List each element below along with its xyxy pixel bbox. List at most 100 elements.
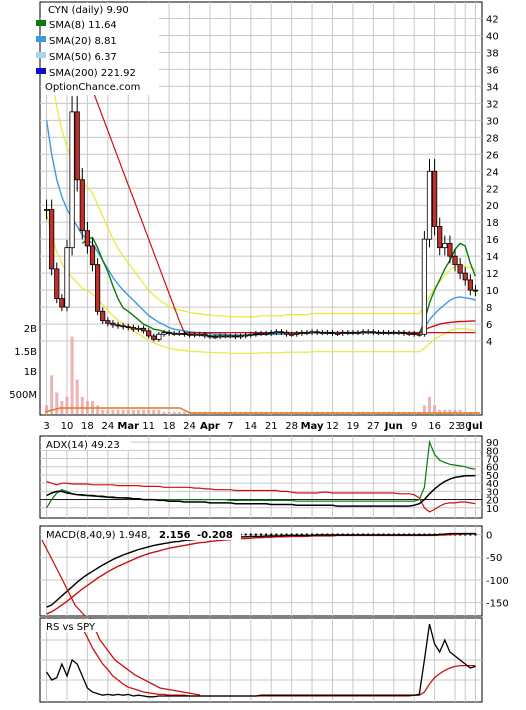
legend-swatch-sma200 (36, 68, 46, 74)
candle-body (396, 332, 402, 334)
candle-body (105, 320, 111, 324)
volume-tick-1: 1.5B (14, 347, 37, 358)
x-tick-label-13: May (301, 421, 324, 432)
candle-body (125, 326, 131, 329)
y-tick-macd-3: -150 (486, 599, 509, 610)
volume-bar (443, 409, 447, 414)
candle-body (243, 334, 249, 337)
y-tick-price-18: 40 (486, 31, 499, 42)
volume-bar (70, 336, 74, 414)
y-tick-price-6: 16 (486, 235, 499, 246)
x-tick-label-7: 24 (183, 421, 196, 432)
candle-body (386, 332, 392, 334)
candle-body (299, 332, 305, 334)
rs-label: RS vs SPY (46, 622, 96, 633)
candle-body (79, 179, 85, 232)
y-tick-price-16: 36 (486, 65, 499, 76)
candle-body (340, 332, 346, 334)
macd-hist-bar (295, 533, 298, 536)
candle-body (74, 111, 80, 181)
candle-body (166, 332, 172, 334)
chart-title: CYN (daily) 9.90 (48, 5, 129, 16)
candle-body (360, 331, 366, 334)
volume-bar (136, 409, 140, 414)
candle-body (278, 331, 285, 334)
candle-body (309, 331, 315, 334)
candle-body (49, 209, 55, 270)
candle-body (391, 332, 397, 334)
legend-swatch-sma8 (36, 20, 46, 26)
legend-sma50: SMA(50) 6.37 (49, 52, 117, 63)
candle-body (329, 332, 336, 334)
watermark: OptionChance.com (45, 82, 140, 93)
volume-bar (101, 409, 105, 414)
macd-hist-bar (280, 533, 283, 536)
x-tick-label-17: Jun (384, 421, 403, 432)
y-tick-adx-5: 60 (486, 463, 499, 474)
x-tick-label-22: Jul (467, 421, 482, 432)
candle-body (84, 230, 90, 247)
volume-tick-3: 500M (9, 390, 37, 401)
candle-body (370, 331, 376, 334)
x-tick-label-9: 7 (227, 421, 233, 432)
macd-hist-bar (275, 533, 278, 536)
adx-line (46, 474, 476, 507)
volume-bar (458, 409, 462, 414)
y-tick-macd-1: -50 (486, 553, 502, 564)
y-tick-adx-4: 50 (486, 471, 499, 482)
candle-body (273, 331, 279, 334)
macd-hist-bar (270, 533, 273, 536)
ticks-layer: 3 10 18 24 Mar 11 18 24 Apr 7 14 21 28 May 12 19 27 Jun 9 1… (9, 14, 508, 609)
y-tick-price-12: 28 (486, 133, 499, 144)
volume-bar (177, 411, 181, 414)
candle-body (212, 336, 218, 339)
candle-body (89, 245, 96, 266)
y-tick-adx-2: 30 (486, 487, 499, 498)
candle-body (345, 332, 351, 334)
candle-body (202, 333, 208, 337)
lower-band-line (46, 213, 476, 354)
x-tick-label-14: 12 (326, 421, 339, 432)
legend-sma20: SMA(20) 8.81 (49, 36, 117, 47)
legend-sma200: SMA(200) 221.92 (49, 68, 136, 79)
candle-body (171, 333, 177, 335)
candle-body (217, 335, 223, 338)
candle-body (64, 247, 70, 308)
macd-label: MACD(8,40,9) 1.948, (46, 530, 151, 541)
adx-label: ADX(14) 49.23 (46, 440, 120, 451)
candle-body (283, 332, 290, 335)
macd-hist-bar (290, 533, 293, 536)
rs-legend: RS vs SPY (41, 619, 103, 633)
x-tick-label-20: 23 (449, 421, 462, 432)
candle-body (110, 322, 116, 326)
volume-bar (448, 409, 452, 414)
macd-hist-bar (300, 533, 303, 536)
macd-extra-red-line (41, 539, 86, 617)
candle-body (411, 333, 417, 335)
y-tick-price-3: 10 (486, 286, 499, 297)
candle-body (467, 279, 473, 291)
y-tick-price-19: 42 (486, 14, 499, 25)
volume-bar (65, 396, 69, 414)
macd-hist-bar (249, 533, 252, 536)
y-tick-macd-0: 0 (486, 531, 492, 542)
macd-hist-bar (305, 533, 308, 536)
volume-average-line (44, 407, 480, 414)
x-tick-label-12: 28 (285, 421, 298, 432)
macd-hist-bar (254, 533, 257, 536)
y-tick-price-14: 32 (486, 99, 499, 110)
macd-legend-box (41, 527, 241, 540)
candle-body (406, 333, 412, 335)
candle-body (350, 332, 356, 334)
candle-body (462, 272, 468, 281)
x-tick-label-10: 14 (244, 421, 257, 432)
candle-body (120, 325, 126, 328)
volume-bar (422, 405, 426, 414)
candle-body (222, 335, 228, 338)
volume-bar (121, 409, 125, 414)
volume-bar (147, 409, 151, 414)
volume-bar (433, 405, 437, 414)
volume-bar (142, 409, 146, 414)
y-tick-price-8: 20 (486, 201, 499, 212)
x-tick-label-5: 11 (142, 421, 155, 432)
